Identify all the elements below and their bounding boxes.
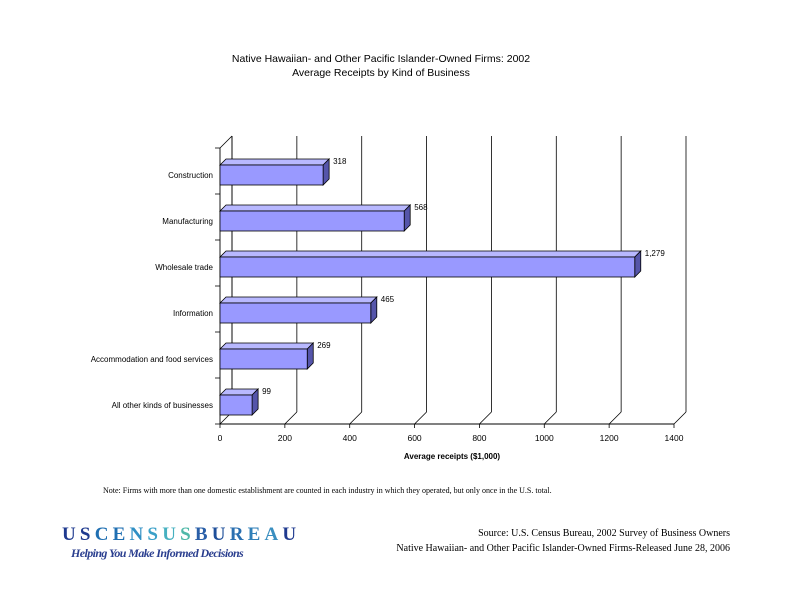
data-label: 1,279 [645, 249, 666, 258]
x-axis-title: Average receipts ($1,000) [404, 452, 501, 461]
x-tick-label: 400 [343, 433, 357, 443]
logo-letter: S [180, 524, 195, 545]
wall-top-edge [219, 135, 233, 149]
category-label: Construction [168, 171, 213, 180]
floor-line [673, 411, 687, 425]
floor-line [608, 411, 622, 425]
chart-subtitle: Average Receipts by Kind of Business [292, 67, 470, 79]
logo-letter: S [79, 524, 95, 545]
logo-letter: U [211, 524, 230, 545]
logo-letter: A [264, 524, 283, 545]
data-label: 318 [333, 157, 347, 166]
data-label: 269 [317, 341, 331, 350]
logo-letter: S [147, 524, 163, 545]
source-line-1: Source: U.S. Census Bureau, 2002 Survey … [478, 528, 730, 539]
logo-letter: U [62, 524, 80, 545]
logo-tagline: Helping You Make Informed Decisions [71, 546, 244, 560]
floor-line [544, 411, 557, 425]
logo-letter: C [94, 524, 113, 545]
floor-line [284, 411, 298, 425]
category-label: Accommodation and food services [91, 355, 213, 364]
footnote: Note: Firms with more than one domestic … [103, 486, 552, 495]
bar [219, 256, 636, 278]
logo-letter: N [129, 524, 148, 545]
data-label: 568 [414, 203, 428, 212]
x-tick-label: 1000 [535, 433, 554, 443]
bar-top [219, 388, 260, 396]
x-tick-label: 0 [218, 433, 223, 443]
data-label: 465 [381, 295, 395, 304]
logo-letter: U [282, 524, 301, 545]
bar [219, 210, 405, 232]
x-tick-label: 800 [472, 433, 486, 443]
x-tick-label: 1400 [665, 433, 684, 443]
chart-title: Native Hawaiian- and Other Pacific Islan… [231, 53, 531, 65]
category-label: Information [173, 309, 213, 318]
logo-letter: E [247, 524, 265, 545]
bar [219, 394, 253, 416]
data-label: 99 [262, 387, 271, 396]
floor-line [414, 411, 427, 425]
bar-top [219, 204, 412, 212]
bar-top [219, 296, 378, 304]
x-tick-label: 1200 [600, 433, 619, 443]
category-label: Wholesale trade [155, 263, 213, 272]
floor-line [349, 411, 362, 425]
bar-top [219, 158, 331, 166]
logo-letter: U [162, 524, 181, 545]
category-label: All other kinds of businesses [112, 401, 213, 410]
x-tick-label: 600 [407, 433, 421, 443]
bar [219, 164, 324, 186]
bar [219, 348, 308, 370]
bar-top [219, 250, 642, 258]
bar [219, 302, 372, 324]
logo-letter: E [112, 524, 130, 545]
source-line-2: Native Hawaiian- and Other Pacific Islan… [396, 543, 730, 554]
floor-line [479, 411, 492, 425]
category-label: Manufacturing [162, 217, 213, 226]
logo-letter: B [194, 524, 212, 545]
x-tick-label: 200 [278, 433, 292, 443]
logo-letter: R [229, 524, 248, 545]
census-bureau-logo: USCENSUSBUREAU [62, 524, 300, 546]
bar-top [219, 342, 315, 350]
